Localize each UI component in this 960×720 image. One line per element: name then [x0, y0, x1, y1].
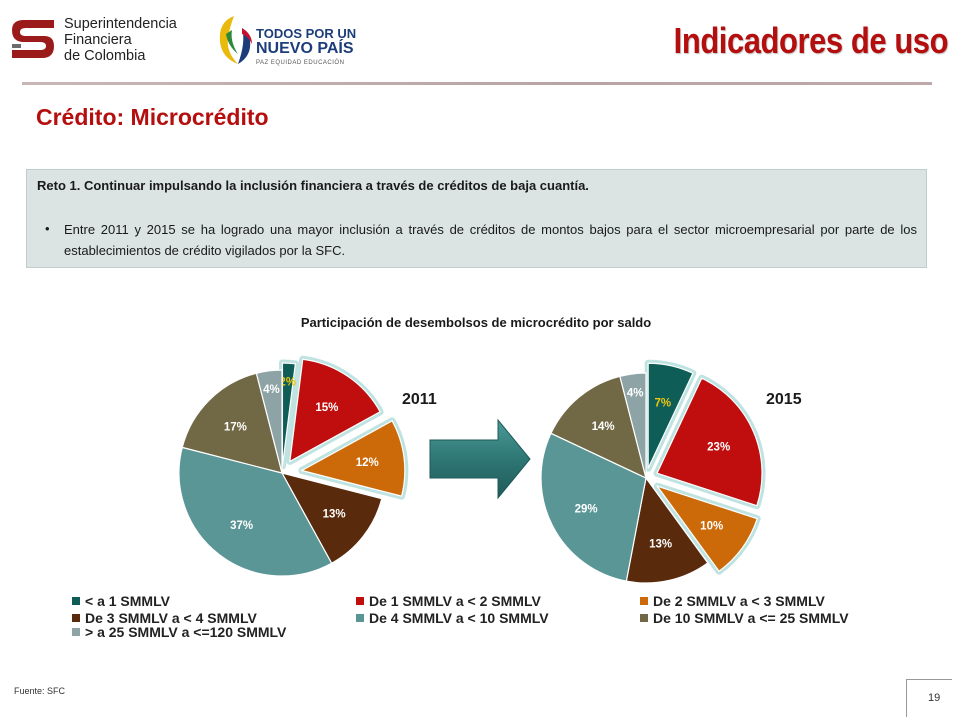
legend-swatch	[72, 597, 80, 605]
slice-label: 23%	[707, 442, 730, 454]
legend-item: De 4 SMMLV a < 10 SMMLV	[356, 610, 549, 626]
pie-slice-2011-3	[280, 472, 383, 565]
legend-item: De 10 SMMLV a <= 25 SMMLV	[640, 610, 849, 626]
pie-slice-2015-6	[619, 372, 647, 479]
gov-logo-line-2: NUEVO PAÍS	[256, 40, 354, 57]
pie-slice-2015-1	[656, 377, 763, 507]
pie-slice-2011-0	[281, 362, 297, 467]
legend-swatch	[72, 628, 80, 636]
pie-slice-2015-2	[655, 485, 758, 573]
legend-label: De 4 SMMLV a < 10 SMMLV	[369, 610, 549, 626]
sfc-logo-mark-icon	[8, 16, 58, 62]
slice-label: 7%	[655, 398, 672, 410]
legend-label: De 10 SMMLV a <= 25 SMMLV	[653, 610, 849, 626]
slice-label: 14%	[592, 421, 615, 433]
legend-item: De 1 SMMLV a < 2 SMMLV	[356, 593, 541, 609]
sfc-logo-text: Superintendencia Financiera de Colombia	[64, 16, 177, 64]
section-title: Crédito: Microcrédito	[36, 104, 269, 130]
slice-label: 15%	[315, 402, 338, 414]
year-label-2015: 2015	[766, 391, 802, 408]
arrow-right-icon	[429, 418, 531, 500]
legend-item: < a 1 SMMLV	[72, 593, 171, 609]
sfc-logo: Superintendencia Financiera de Colombia	[8, 14, 183, 66]
slice-label: 4%	[263, 384, 280, 396]
legend-label: De 1 SMMLV a < 2 SMMLV	[369, 593, 541, 609]
page-number-frame	[906, 679, 952, 717]
legend-swatch	[356, 614, 364, 622]
source-note: Fuente: SFC	[14, 686, 66, 696]
challenge-bullet-text: Entre 2011 y 2015 se ha logrado una mayo…	[64, 222, 917, 258]
pie-slice-2015-3	[625, 476, 709, 584]
legend-item: De 3 SMMLV a < 4 SMMLV	[72, 610, 257, 626]
legend-label: De 2 SMMLV a < 3 SMMLV	[653, 593, 825, 609]
legend-label: De 3 SMMLV a < 4 SMMLV	[85, 610, 257, 626]
pie-slice-2015-0	[647, 362, 694, 469]
challenge-box: Reto 1. Continuar impulsando la inclusió…	[26, 169, 927, 268]
gov-logo-line-1: TODOS POR UN	[256, 26, 357, 41]
pie-2015: 7% 23% 10% 13% 29% 14% 4%	[540, 359, 766, 584]
page-title: Indicadores de uso	[673, 20, 949, 61]
legend-swatch	[640, 597, 648, 605]
sfc-logo-line-1: Superintendencia	[64, 16, 177, 32]
pie-2011: 2% 15% 12% 13% 37% 17% 4%	[178, 355, 409, 577]
bullet-icon: •	[45, 221, 50, 236]
year-label-2011: 2011	[402, 391, 437, 408]
legend-swatch	[640, 614, 648, 622]
gov-logo-mark-icon	[219, 16, 252, 64]
slice-label: 10%	[700, 521, 723, 533]
legend-swatch	[72, 614, 80, 622]
legend-swatch	[356, 597, 364, 605]
page-number: 19	[928, 692, 941, 704]
slice-label: 12%	[356, 457, 379, 469]
gov-logo-line-3: PAZ EQUIDAD EDUCACIÓN	[256, 60, 345, 66]
slice-label: 13%	[649, 539, 672, 551]
chart-title: Participación de desembolsos de microcré…	[300, 315, 652, 330]
pie-slice-2015-4	[540, 432, 647, 582]
legend-label: > a 25 SMMLV a <=120 SMMLV	[85, 624, 287, 640]
pie-slice-2011-6	[255, 369, 283, 474]
legend-label: < a 1 SMMLV	[85, 593, 171, 609]
slice-label: 29%	[575, 504, 598, 516]
pie-slice-2015-5	[550, 375, 647, 480]
pie-slice-2011-1	[289, 358, 381, 463]
slice-label: 4%	[627, 388, 644, 400]
slice-label: 2%	[279, 377, 296, 389]
chart-area: 2% 15% 12% 13% 37% 17% 4% 2011 7% 23% 10% 13% 29% 14%…	[72, 355, 849, 640]
slice-label: 37%	[230, 520, 253, 532]
header-divider	[22, 82, 932, 85]
pie-slice-2011-5	[181, 372, 283, 474]
legend-item: De 2 SMMLV a < 3 SMMLV	[640, 593, 825, 609]
pie-slice-2011-4	[178, 446, 333, 577]
slice-label: 17%	[224, 421, 247, 433]
gov-logo: TODOS POR UN NUEVO PAÍS PAZ EQUIDAD EDUC…	[212, 10, 356, 70]
slice-label: 13%	[323, 508, 346, 520]
challenge-title: Reto 1. Continuar impulsando la inclusió…	[37, 178, 589, 193]
legend-item: > a 25 SMMLV a <=120 SMMLV	[72, 624, 287, 640]
sfc-logo-line-2: Financiera	[64, 32, 132, 48]
pie-slice-2011-2	[300, 420, 406, 497]
sfc-logo-line-3: de Colombia	[64, 48, 146, 64]
